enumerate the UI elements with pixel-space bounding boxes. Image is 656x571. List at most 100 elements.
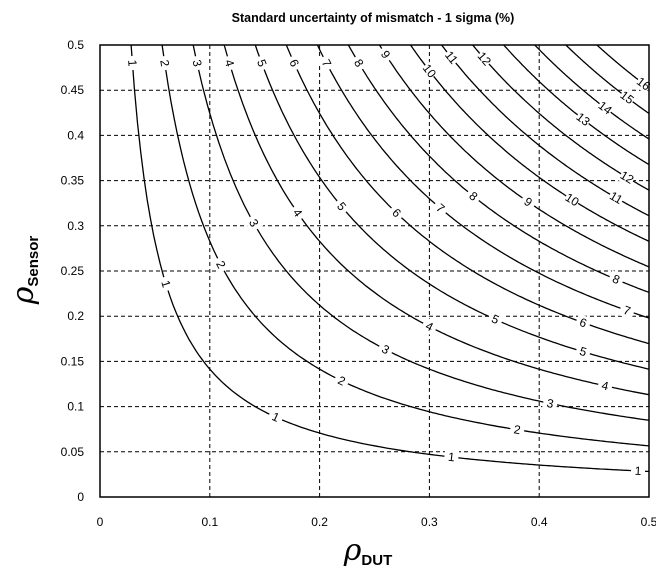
contour-label: 4 (600, 378, 610, 393)
x-tick-label: 0.5 (641, 515, 656, 529)
y-tick-label: 0.2 (67, 309, 84, 323)
y-axis-symbol: ρ (6, 286, 41, 305)
contour-label: 10 (420, 61, 439, 80)
contour-label-bg (211, 255, 231, 275)
contour-label-bg (630, 463, 646, 479)
contour-label-bg (124, 55, 140, 71)
contour-label-bg (284, 53, 304, 73)
contour-label-bg (463, 186, 484, 207)
contour-label-bg (252, 54, 271, 73)
x-tick-label: 0.4 (531, 515, 548, 529)
contour-label-bg (386, 202, 407, 223)
contour-label: 7 (622, 303, 633, 319)
contour-label-bg (349, 53, 369, 73)
contour-label-bg (574, 313, 593, 332)
contour-label: 15 (617, 88, 636, 107)
contour-label-bg (509, 421, 526, 438)
contour-line-13 (503, 44, 650, 166)
contour-line-15 (565, 44, 650, 115)
contour-label-bg (419, 61, 440, 81)
chart-title: Standard uncertainty of mismatch - 1 sig… (232, 11, 515, 25)
contour-label-bg (617, 87, 637, 108)
contour-label: 12 (618, 168, 637, 187)
contour-label: 3 (546, 396, 556, 411)
contour-label-bg (156, 55, 173, 72)
contour-label: 1 (125, 59, 139, 67)
contour-line-3 (192, 44, 650, 421)
contour-label-bg (317, 53, 336, 73)
contour-label-bg (541, 395, 559, 412)
contour-label-bg (430, 198, 451, 219)
y-tick-label: 0 (77, 490, 84, 504)
y-tick-label: 0.4 (67, 128, 84, 142)
y-tick-label: 0.45 (61, 83, 85, 97)
contour-label: 10 (563, 190, 582, 209)
y-axis-ticks: 0 0.05 0.1 0.15 0.2 0.25 0.3 0.35 0.4 0.45 0.5 (61, 38, 85, 504)
y-tick-label: 0.35 (61, 174, 85, 188)
y-axis-label: ρSensor (6, 236, 42, 306)
contour-label-bg (244, 213, 264, 233)
y-tick-label: 0.5 (67, 38, 84, 52)
contour-label: 11 (442, 48, 461, 67)
contour-label-bg (574, 343, 592, 361)
contour-label-bg (188, 54, 206, 72)
contour-label: 3 (190, 58, 205, 68)
x-axis-symbol: ρ (343, 533, 362, 568)
contour-label: 1 (158, 279, 173, 290)
contour-label: 2 (513, 422, 522, 437)
contour-label: 5 (254, 58, 270, 69)
contour-label-bg (573, 109, 593, 130)
contour-label-bg (562, 190, 582, 210)
contour-label: 1 (634, 464, 642, 478)
contour-label-bg (441, 47, 462, 68)
contour-line-2 (161, 44, 650, 447)
x-axis-label: ρDUT (343, 533, 392, 569)
contour-label-bg (376, 340, 395, 359)
contour-label-bg (606, 188, 626, 208)
contour-label-bg (332, 371, 351, 391)
contour-line-8 (347, 44, 650, 294)
x-tick-label: 0 (97, 515, 104, 529)
contour-label-bg (220, 54, 239, 72)
y-tick-label: 0.05 (61, 445, 85, 459)
plot-frame (99, 44, 650, 498)
contour-label-bg (331, 196, 352, 217)
contour-label-bg (617, 167, 637, 188)
contour-line-1 (130, 44, 650, 473)
contour-label-bg (419, 317, 439, 336)
contour-lines (130, 44, 650, 473)
contour-label-bg (486, 310, 505, 329)
contour-label: 8 (610, 272, 622, 288)
y-axis-subscript: Sensor (25, 236, 42, 287)
contour-label-bg (266, 407, 285, 427)
contour-label-bg (518, 192, 538, 212)
contour-label: 4 (222, 58, 237, 69)
x-tick-label: 0.2 (311, 515, 328, 529)
y-tick-label: 0.3 (67, 219, 84, 233)
y-tick-label: 0.15 (61, 354, 85, 368)
contour-label: 14 (596, 98, 615, 117)
contour-label: 16 (634, 74, 653, 93)
contour-label-bg (606, 270, 626, 289)
contour-label: 5 (578, 344, 589, 359)
contour-label-bg (618, 301, 636, 320)
contour-label-bg (443, 449, 460, 465)
x-axis-ticks: 0 0.1 0.2 0.3 0.4 0.5 (97, 515, 656, 529)
y-tick-label: 0.1 (67, 400, 84, 414)
x-tick-label: 0.1 (201, 515, 218, 529)
y-tick-label: 0.25 (61, 264, 85, 278)
contour-label: 1 (447, 450, 456, 465)
x-tick-label: 0.3 (421, 515, 438, 529)
contour-label-bg (157, 275, 175, 293)
contour-label-bg (375, 44, 396, 65)
contour-label-bg (287, 203, 308, 223)
contour-label-bg (474, 48, 495, 69)
contour-label: 11 (607, 189, 625, 208)
contour-label: 2 (157, 59, 172, 68)
contour-line-4 (223, 44, 650, 396)
grid (100, 45, 649, 497)
contour-label-bg (595, 98, 615, 118)
contour-line-12 (472, 44, 650, 191)
contour-line-14 (534, 44, 650, 140)
